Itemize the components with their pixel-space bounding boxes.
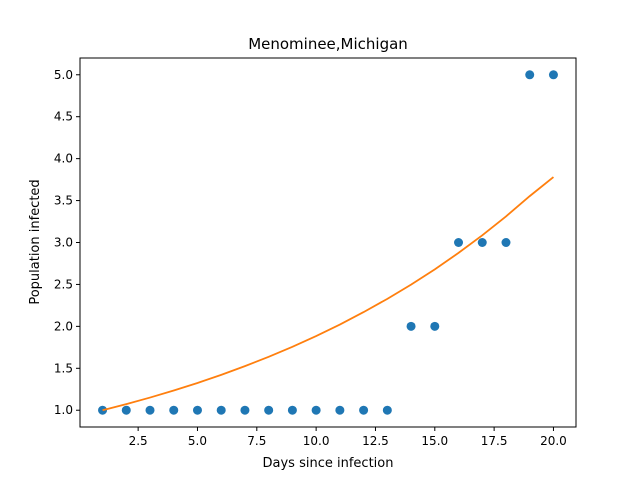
data-point — [264, 405, 274, 415]
data-point — [501, 238, 511, 247]
data-point — [335, 405, 345, 415]
y-tick-label: 3.0 — [54, 236, 73, 250]
data-point — [240, 405, 250, 415]
data-point — [359, 405, 369, 415]
y-tick-label: 1.5 — [54, 361, 73, 375]
x-axis-label: Days since infection — [263, 456, 394, 471]
x-tick-label: 5.0 — [188, 434, 207, 448]
data-point — [525, 70, 535, 80]
y-axis-label: Population infected — [28, 179, 43, 304]
x-tick-label: 10.0 — [303, 434, 330, 448]
data-point — [121, 405, 131, 415]
y-tick-label: 3.5 — [54, 194, 73, 208]
data-point — [287, 405, 297, 415]
y-tick-label: 1.0 — [54, 403, 73, 417]
data-point — [216, 405, 226, 415]
x-tick-label: 17.5 — [481, 434, 508, 448]
data-point — [477, 238, 487, 247]
y-tick-label: 5.0 — [54, 68, 73, 82]
data-point — [406, 321, 416, 331]
fit-curve-line — [102, 176, 555, 412]
chart-title: Menominee,Michigan — [248, 35, 408, 53]
x-tick-label: 15.0 — [421, 434, 448, 448]
data-point — [311, 405, 321, 415]
data-point — [192, 405, 202, 415]
data-point — [454, 238, 464, 247]
data-point — [430, 321, 440, 331]
x-tick-label: 2.5 — [129, 434, 148, 448]
data-point — [548, 70, 558, 80]
y-tick-label: 4.5 — [54, 110, 73, 124]
data-point — [145, 405, 155, 415]
y-tick-label: 2.5 — [54, 277, 73, 291]
data-point — [382, 405, 392, 415]
y-tick-label: 4.0 — [54, 152, 73, 166]
x-tick-label: 20.0 — [540, 434, 567, 448]
data-point — [169, 405, 179, 415]
x-tick-label: 12.5 — [362, 434, 389, 448]
x-tick-label: 7.5 — [247, 434, 266, 448]
y-tick-label: 2.0 — [54, 319, 73, 333]
